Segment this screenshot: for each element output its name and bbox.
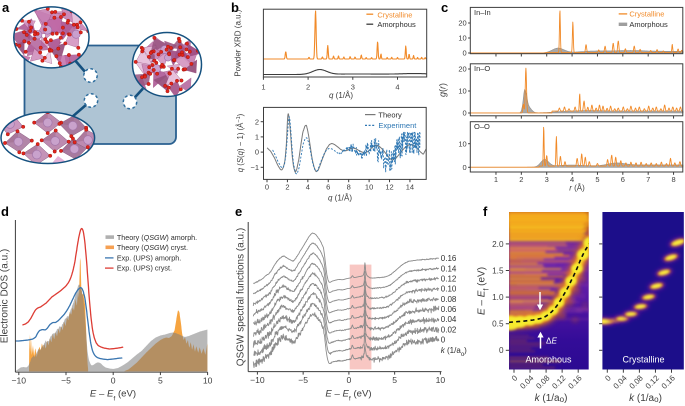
svg-text:0: 0 — [265, 183, 269, 192]
svg-text:−5: −5 — [61, 376, 71, 386]
svg-text:12: 12 — [385, 183, 393, 192]
svg-text:Amorphous: Amorphous — [377, 20, 416, 29]
svg-text:7: 7 — [646, 175, 650, 184]
svg-text:0.06: 0.06 — [441, 305, 457, 314]
svg-text:10: 10 — [458, 139, 466, 148]
svg-text:4: 4 — [306, 183, 310, 192]
svg-text:Amorphous: Amorphous — [525, 355, 572, 365]
svg-text:0.10: 0.10 — [441, 285, 457, 294]
svg-text:4: 4 — [570, 175, 574, 184]
svg-text:Crystalline: Crystalline — [377, 10, 412, 19]
svg-text:0.08: 0.08 — [441, 295, 457, 304]
svg-text:O–O: O–O — [474, 122, 490, 131]
svg-text:5: 5 — [595, 175, 599, 184]
svg-text:20: 20 — [458, 19, 466, 28]
svg-text:0: 0 — [347, 375, 352, 385]
svg-text:2: 2 — [519, 175, 523, 184]
svg-text:Theory: Theory — [378, 110, 402, 119]
svg-text:−10: −10 — [12, 376, 27, 386]
svg-text:8: 8 — [347, 183, 351, 192]
svg-text:−5: −5 — [298, 375, 308, 385]
svg-text:6: 6 — [326, 183, 330, 192]
svg-text:3: 3 — [351, 83, 355, 92]
svg-text:2: 2 — [306, 83, 310, 92]
svg-text:Theory (QSGW) amorph.: Theory (QSGW) amorph. — [117, 233, 197, 242]
svg-text:0: 0 — [510, 373, 520, 383]
svg-text:g(r): g(r) — [438, 83, 448, 97]
svg-text:Crystalline: Crystalline — [629, 10, 664, 19]
svg-text:4: 4 — [395, 83, 399, 92]
svg-text:14: 14 — [406, 183, 414, 192]
svg-text:Powder XRD (a.u.): Powder XRD (a.u.) — [234, 9, 243, 76]
svg-text:10: 10 — [458, 34, 466, 43]
svg-text:0: 0 — [463, 163, 467, 172]
svg-text:1.5: 1.5 — [492, 266, 504, 275]
svg-text:−1: −1 — [250, 163, 259, 172]
svg-text:Exp. (UPS) cryst.: Exp. (UPS) cryst. — [117, 264, 172, 273]
svg-text:10: 10 — [203, 376, 213, 386]
svg-text:5: 5 — [392, 375, 397, 385]
svg-text:QSGW spectral functions (a.u.): QSGW spectral functions (a.u.) — [236, 228, 247, 366]
svg-text:−10: −10 — [250, 375, 265, 385]
svg-text:Electronic DOS (a.u.): Electronic DOS (a.u.) — [0, 249, 11, 343]
svg-text:6: 6 — [621, 175, 625, 184]
svg-text:E – Ef (eV): E – Ef (eV) — [90, 388, 136, 402]
svg-text:2: 2 — [285, 183, 289, 192]
svg-text:e: e — [235, 204, 242, 219]
svg-text:Amorphous: Amorphous — [629, 20, 668, 29]
svg-text:0.12: 0.12 — [441, 275, 457, 284]
svg-text:0: 0 — [463, 49, 467, 58]
svg-text:0.16: 0.16 — [441, 254, 457, 263]
svg-text:c: c — [441, 0, 448, 15]
svg-text:0: 0 — [499, 346, 504, 355]
svg-text:Crystalline: Crystalline — [622, 355, 664, 365]
svg-text:8: 8 — [671, 175, 675, 184]
svg-text:1: 1 — [494, 175, 498, 184]
svg-text:q (S(q) − 1) (Å−1): q (S(q) − 1) (Å−1) — [236, 113, 245, 172]
svg-text:k (1/ao): k (1/ao) — [535, 393, 568, 404]
svg-text:E – Ef (eV): E – Ef (eV) — [325, 388, 371, 402]
svg-text:20: 20 — [458, 65, 466, 74]
svg-text:ΔE: ΔE — [546, 337, 557, 346]
svg-text:1.0: 1.0 — [492, 293, 504, 302]
svg-text:b: b — [231, 0, 239, 15]
svg-text:0.04: 0.04 — [441, 315, 457, 324]
svg-text:f: f — [483, 204, 488, 219]
svg-text:q (1/Å): q (1/Å) — [329, 91, 353, 100]
svg-text:In–In: In–In — [474, 8, 491, 17]
svg-text:0: 0 — [441, 335, 446, 344]
svg-text:q (1/Å): q (1/Å) — [328, 194, 352, 203]
svg-text:0.02: 0.02 — [441, 325, 457, 334]
svg-text:k (1/ao): k (1/ao) — [629, 393, 662, 404]
svg-text:5: 5 — [158, 376, 163, 386]
svg-text:Experiment: Experiment — [378, 121, 417, 130]
svg-text:r (Å): r (Å) — [569, 184, 585, 193]
svg-text:2.0: 2.0 — [492, 240, 504, 249]
svg-text:2: 2 — [255, 117, 259, 126]
svg-text:0.14: 0.14 — [441, 264, 457, 273]
svg-text:Theory (QSGW) cryst.: Theory (QSGW) cryst. — [117, 243, 188, 252]
svg-text:d: d — [1, 204, 9, 219]
svg-text:0.5: 0.5 — [492, 320, 504, 329]
svg-text:0: 0 — [111, 376, 116, 386]
svg-text:3: 3 — [545, 175, 549, 184]
svg-text:0: 0 — [463, 109, 467, 118]
svg-text:1: 1 — [255, 133, 259, 142]
svg-text:10: 10 — [458, 87, 466, 96]
svg-text:In–O: In–O — [474, 64, 490, 73]
svg-text:0: 0 — [255, 148, 259, 157]
svg-text:10: 10 — [436, 375, 446, 385]
svg-text:Exp. (UPS) amorph.: Exp. (UPS) amorph. — [117, 253, 181, 262]
svg-text:10: 10 — [365, 183, 373, 192]
svg-text:E – Ef (eV): E – Ef (eV) — [477, 267, 491, 315]
svg-text:0: 0 — [603, 373, 613, 383]
svg-text:a: a — [2, 0, 10, 15]
svg-text:1: 1 — [261, 83, 265, 92]
